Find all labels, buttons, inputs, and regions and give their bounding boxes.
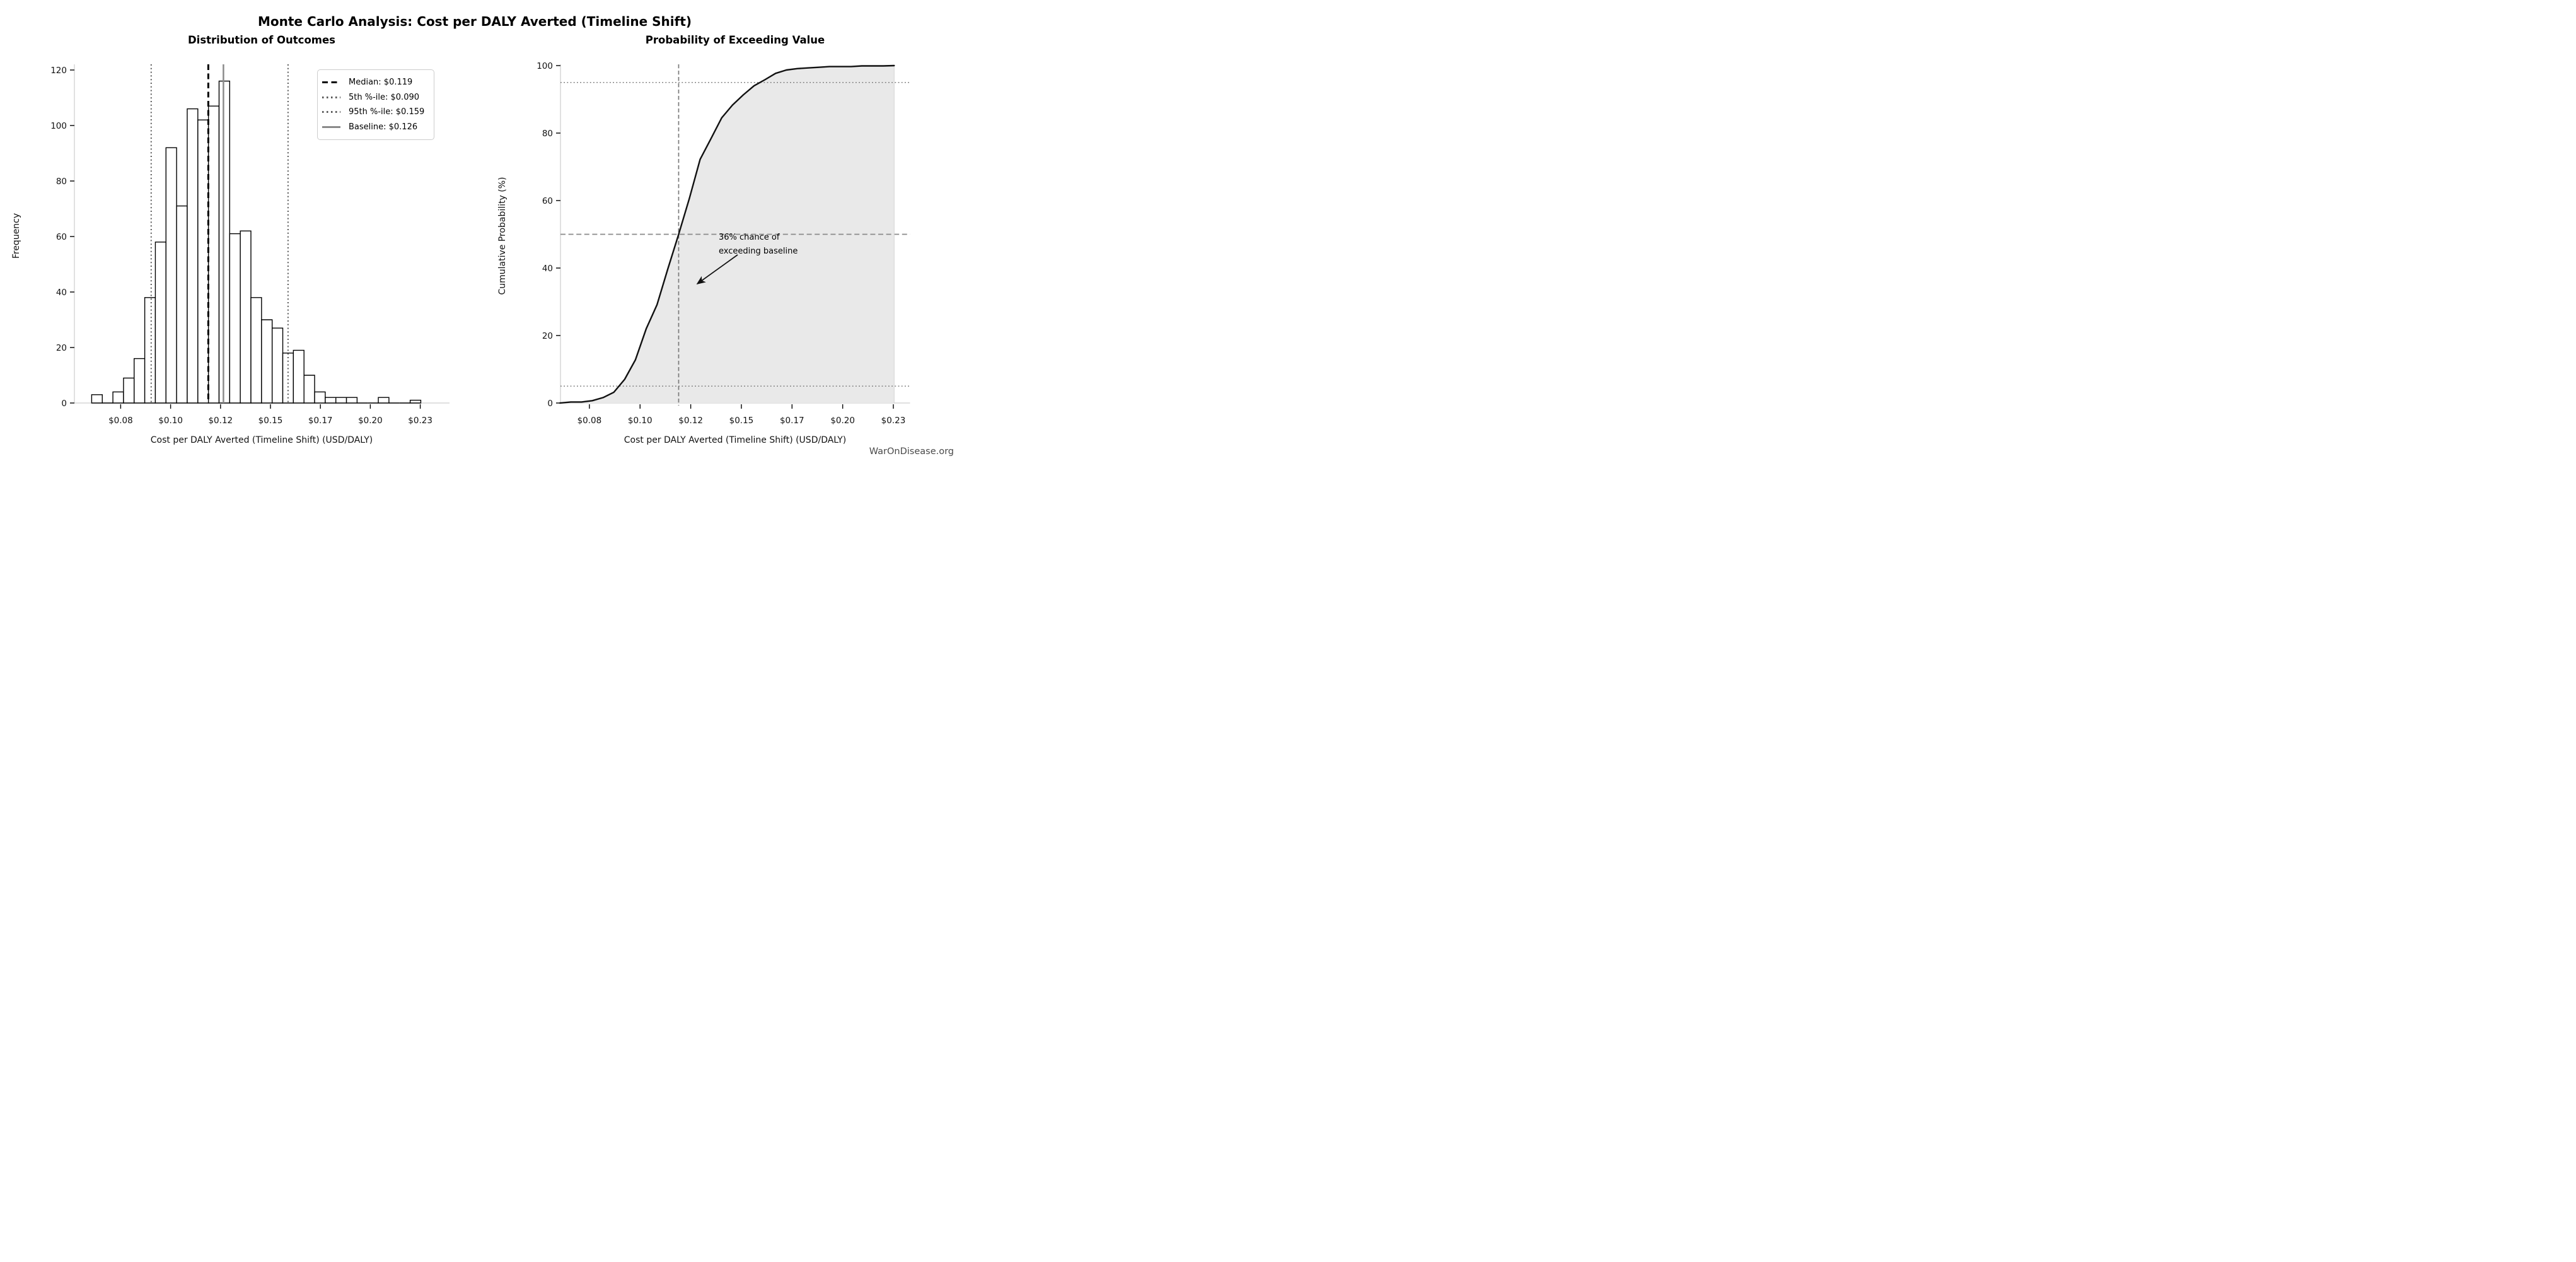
left-plot-y-tick-label: 20	[56, 343, 67, 353]
histogram-bar	[335, 397, 347, 404]
histogram-bar	[293, 349, 305, 404]
right-plot-y-tick-label: 20	[542, 331, 553, 341]
percentile5-line-sample-icon	[322, 96, 340, 98]
histogram-bar	[325, 397, 337, 404]
legend-box: Median: $0.119 5th %-ile: $0.090 95th %-…	[317, 69, 434, 140]
left-y-axis-label: Frequency	[11, 213, 21, 259]
histogram-bar	[154, 242, 166, 404]
histogram-bar	[271, 327, 284, 404]
left-plot-x-tick-label: $0.15	[258, 416, 283, 426]
right-plot-y-tick-label: 60	[542, 196, 553, 206]
percentile95-line-sample-icon	[322, 111, 340, 114]
histogram-bar	[261, 319, 273, 404]
right-plot-y-tick-label: 40	[542, 264, 553, 274]
left-x-axis-label: Cost per DALY Averted (Timeline Shift) (…	[150, 435, 373, 445]
watermark: WarOnDisease.org	[869, 447, 954, 457]
histogram-bar	[187, 108, 199, 404]
cdf-fill-area	[560, 66, 895, 403]
legend-item-median: Median: $0.119	[322, 75, 429, 90]
histogram-bar	[165, 147, 177, 404]
right-plot-x-tick-label: $0.20	[830, 416, 855, 426]
right-plot-x-tick-label: $0.08	[577, 416, 602, 426]
histogram-bar	[314, 391, 326, 404]
legend-item-baseline: Baseline: $0.126	[322, 120, 429, 135]
histogram-bar	[240, 230, 252, 404]
left-plot-x-tick-label: $0.12	[208, 416, 233, 426]
legend-label: 95th %-ile: $0.159	[349, 107, 425, 117]
legend-item-5th-percentile: 5th %-ile: $0.090	[322, 90, 429, 105]
legend-item-95th-percentile: 95th %-ile: $0.159	[322, 105, 429, 120]
histogram-bar	[409, 399, 422, 404]
right-plot-x-tick-label: $0.10	[628, 416, 653, 426]
left-plot-y-tick-label: 80	[56, 177, 67, 187]
legend-label: Median: $0.119	[349, 78, 413, 88]
left-plot-x-tick-label: $0.08	[108, 416, 133, 426]
right-plot-x-tick-label: $0.12	[678, 416, 703, 426]
histogram-bar	[218, 80, 231, 404]
left-plot-y-tick-label: 0	[61, 399, 67, 409]
histogram-bar	[282, 353, 294, 404]
right-plot-x-tick-label: $0.17	[780, 416, 804, 426]
figure-title: Monte Carlo Analysis: Cost per DALY Aver…	[257, 14, 692, 29]
right-plot-y-tick-label: 0	[547, 399, 553, 409]
right-plot-x-tick-label: $0.15	[729, 416, 754, 426]
histogram-bar	[197, 119, 209, 404]
charts-canvas: 0 20 40 60 80 100 120 $0.08 $0.10 $0.12 $0.15 $0.17…	[50, 61, 910, 426]
annotation-arrow	[696, 254, 738, 284]
right-plot-y-tick-label: 100	[537, 61, 553, 71]
left-plot-y-tick-label: 120	[50, 66, 67, 76]
histogram-bar	[207, 105, 220, 404]
baseline-line-sample-icon	[322, 126, 340, 128]
right-plot-y-tick-label: 80	[542, 129, 553, 139]
right-x-axis-label: Cost per DALY Averted (Timeline Shift) (…	[624, 435, 847, 445]
left-plot-x-tick-label: $0.10	[158, 416, 183, 426]
cdf-curve	[559, 64, 895, 404]
histogram-bar	[91, 394, 103, 404]
legend-label: 5th %-ile: $0.090	[349, 92, 420, 102]
left-plot-y-tick-label: 100	[50, 121, 67, 131]
monte-carlo-figure: Monte Carlo Analysis: Cost per DALY Aver…	[0, 0, 973, 477]
histogram-bar	[134, 358, 146, 404]
cdf-annotation: 36% chance of exceeding baseline	[719, 231, 798, 258]
histogram-bar	[229, 233, 241, 404]
histogram-bar	[303, 375, 315, 404]
annotation-line-2: exceeding baseline	[719, 246, 798, 256]
median-line-sample-icon	[322, 81, 340, 84]
left-plot-x-tick-label: $0.23	[408, 416, 432, 426]
annotation-line-1: 36% chance of	[719, 233, 780, 242]
right-plot-title: Probability of Exceeding Value	[645, 34, 825, 46]
left-plot-x-tick-label: $0.17	[308, 416, 333, 426]
left-plot-y-tick-label: 40	[56, 288, 67, 298]
histogram-bar	[378, 397, 390, 404]
histogram-bar	[144, 297, 156, 404]
histogram-bar	[112, 391, 124, 404]
right-y-axis-label: Cumulative Probability (%)	[497, 177, 508, 295]
legend-label: Baseline: $0.126	[349, 122, 418, 132]
histogram-bar	[123, 377, 135, 404]
left-plot-y-tick-label: 60	[56, 232, 67, 242]
histogram-bar	[345, 397, 358, 404]
right-plot-x-tick-label: $0.23	[881, 416, 906, 426]
histogram-bar	[250, 297, 262, 404]
left-plot-title: Distribution of Outcomes	[187, 34, 336, 46]
left-plot-x-tick-label: $0.20	[358, 416, 383, 426]
histogram-bar	[176, 205, 188, 404]
